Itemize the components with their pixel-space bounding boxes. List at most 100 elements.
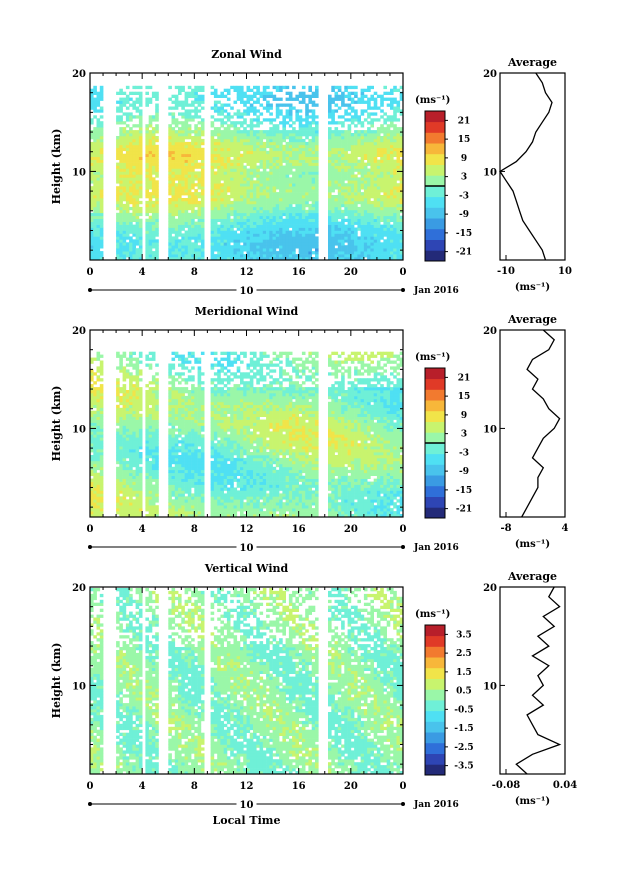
heatmap-cell [301,100,306,104]
heatmap-cell [125,493,130,497]
heatmap-cell [174,242,179,246]
heatmap-cell [282,147,286,152]
heatmap-cell [151,118,156,122]
heatmap-cell [122,502,127,506]
heatmap-cell [125,466,130,471]
heatmap-cell [99,369,104,373]
heatmap-cell [253,85,257,90]
heatmap-cell [334,141,339,146]
heatmap-cell [184,162,189,166]
heatmap-cell [135,195,140,199]
heatmap-cell [259,221,264,225]
heatmap-cell [155,109,159,113]
heatmap-cell [246,180,251,184]
heatmap-cell [119,153,123,157]
colorbar-tick-label: -21 [456,248,472,258]
heatmap-cell [253,227,257,231]
heatmap-cell [272,159,277,163]
x-tick-label: 0 [87,267,94,278]
heatmap-cell [178,133,182,137]
heatmap-cell [181,121,185,125]
heatmap-cell [200,165,205,169]
heatmap-cell [138,416,143,420]
heatmap-cell [96,434,101,438]
heatmap-cell [246,124,251,128]
heatmap-cell [233,136,238,140]
heatmap-cell [151,165,156,169]
heatmap-cell [138,496,143,500]
heatmap-cell [328,198,332,202]
heatmap-cell [357,150,361,155]
heatmap-cell [93,469,97,474]
heatmap-cell [331,227,335,231]
heatmap-cell [246,94,251,98]
heatmap-cell [315,165,319,169]
heatmap-cell [360,192,365,196]
heatmap-cell [272,198,277,202]
heatmap-cell [145,425,149,429]
heatmap-cell [116,422,120,426]
heatmap-cell [210,130,215,134]
heatmap-cell [315,121,319,125]
heatmap-cell [125,183,130,187]
heatmap-cell [386,236,391,240]
heatmap-cell [93,109,97,113]
heatmap-cell [90,91,94,95]
heatmap-cell [236,121,241,125]
heatmap-cell [168,239,172,243]
heatmap-cell [337,130,342,134]
heatmap-cell [236,239,241,243]
heatmap-cell [249,171,254,175]
heatmap-cell [344,177,348,181]
heatmap-cell [373,130,378,134]
heatmap-cell [373,257,378,261]
heatmap-cell [132,404,136,409]
heatmap-cell [350,212,355,217]
heatmap-cell [129,168,133,172]
heatmap-cell [396,174,401,178]
heatmap-cell [125,487,130,491]
heatmap-cell [116,180,120,184]
heatmap-cell [125,508,130,512]
heatmap-cell [354,242,358,246]
heatmap-cell [354,245,358,249]
heatmap-cell [129,404,133,409]
heatmap-cell [334,233,339,237]
heatmap-cell [122,410,127,414]
heatmap-cell [119,463,123,468]
heatmap-cell [370,186,374,190]
heatmap-cell [119,174,123,178]
heatmap-cell [151,192,156,196]
heatmap-cell [220,121,224,125]
heatmap-cell [360,215,365,219]
heatmap-cell [285,168,290,172]
heatmap-cell [217,180,221,184]
heatmap-cell [135,224,140,228]
heatmap-cell [90,254,94,258]
heatmap-cell [298,121,303,125]
heatmap-cell [266,94,270,98]
heatmap-cell [396,141,401,146]
heatmap-cell [96,366,101,370]
heatmap-cell [393,153,397,157]
heatmap-cell [383,180,387,184]
heatmap-cell [301,212,306,217]
heatmap-cell [315,153,319,157]
heatmap-cell [399,215,404,219]
heatmap-cell [279,248,283,252]
heatmap-cell [292,174,296,178]
heatmap-cell [181,239,185,243]
heatmap-cell [233,183,238,187]
heatmap-cell [184,212,189,217]
heatmap-cell [145,251,149,255]
heatmap-cell [288,141,293,146]
heatmap-cell [292,218,296,222]
heatmap-cell [236,162,241,166]
heatmap-cell [171,198,176,202]
heatmap-cell [90,449,94,453]
heatmap-cell [138,431,143,435]
heatmap-cell [357,121,361,125]
heatmap-cell [119,363,123,367]
heatmap-cell [122,351,127,355]
heatmap-cell [334,254,339,258]
